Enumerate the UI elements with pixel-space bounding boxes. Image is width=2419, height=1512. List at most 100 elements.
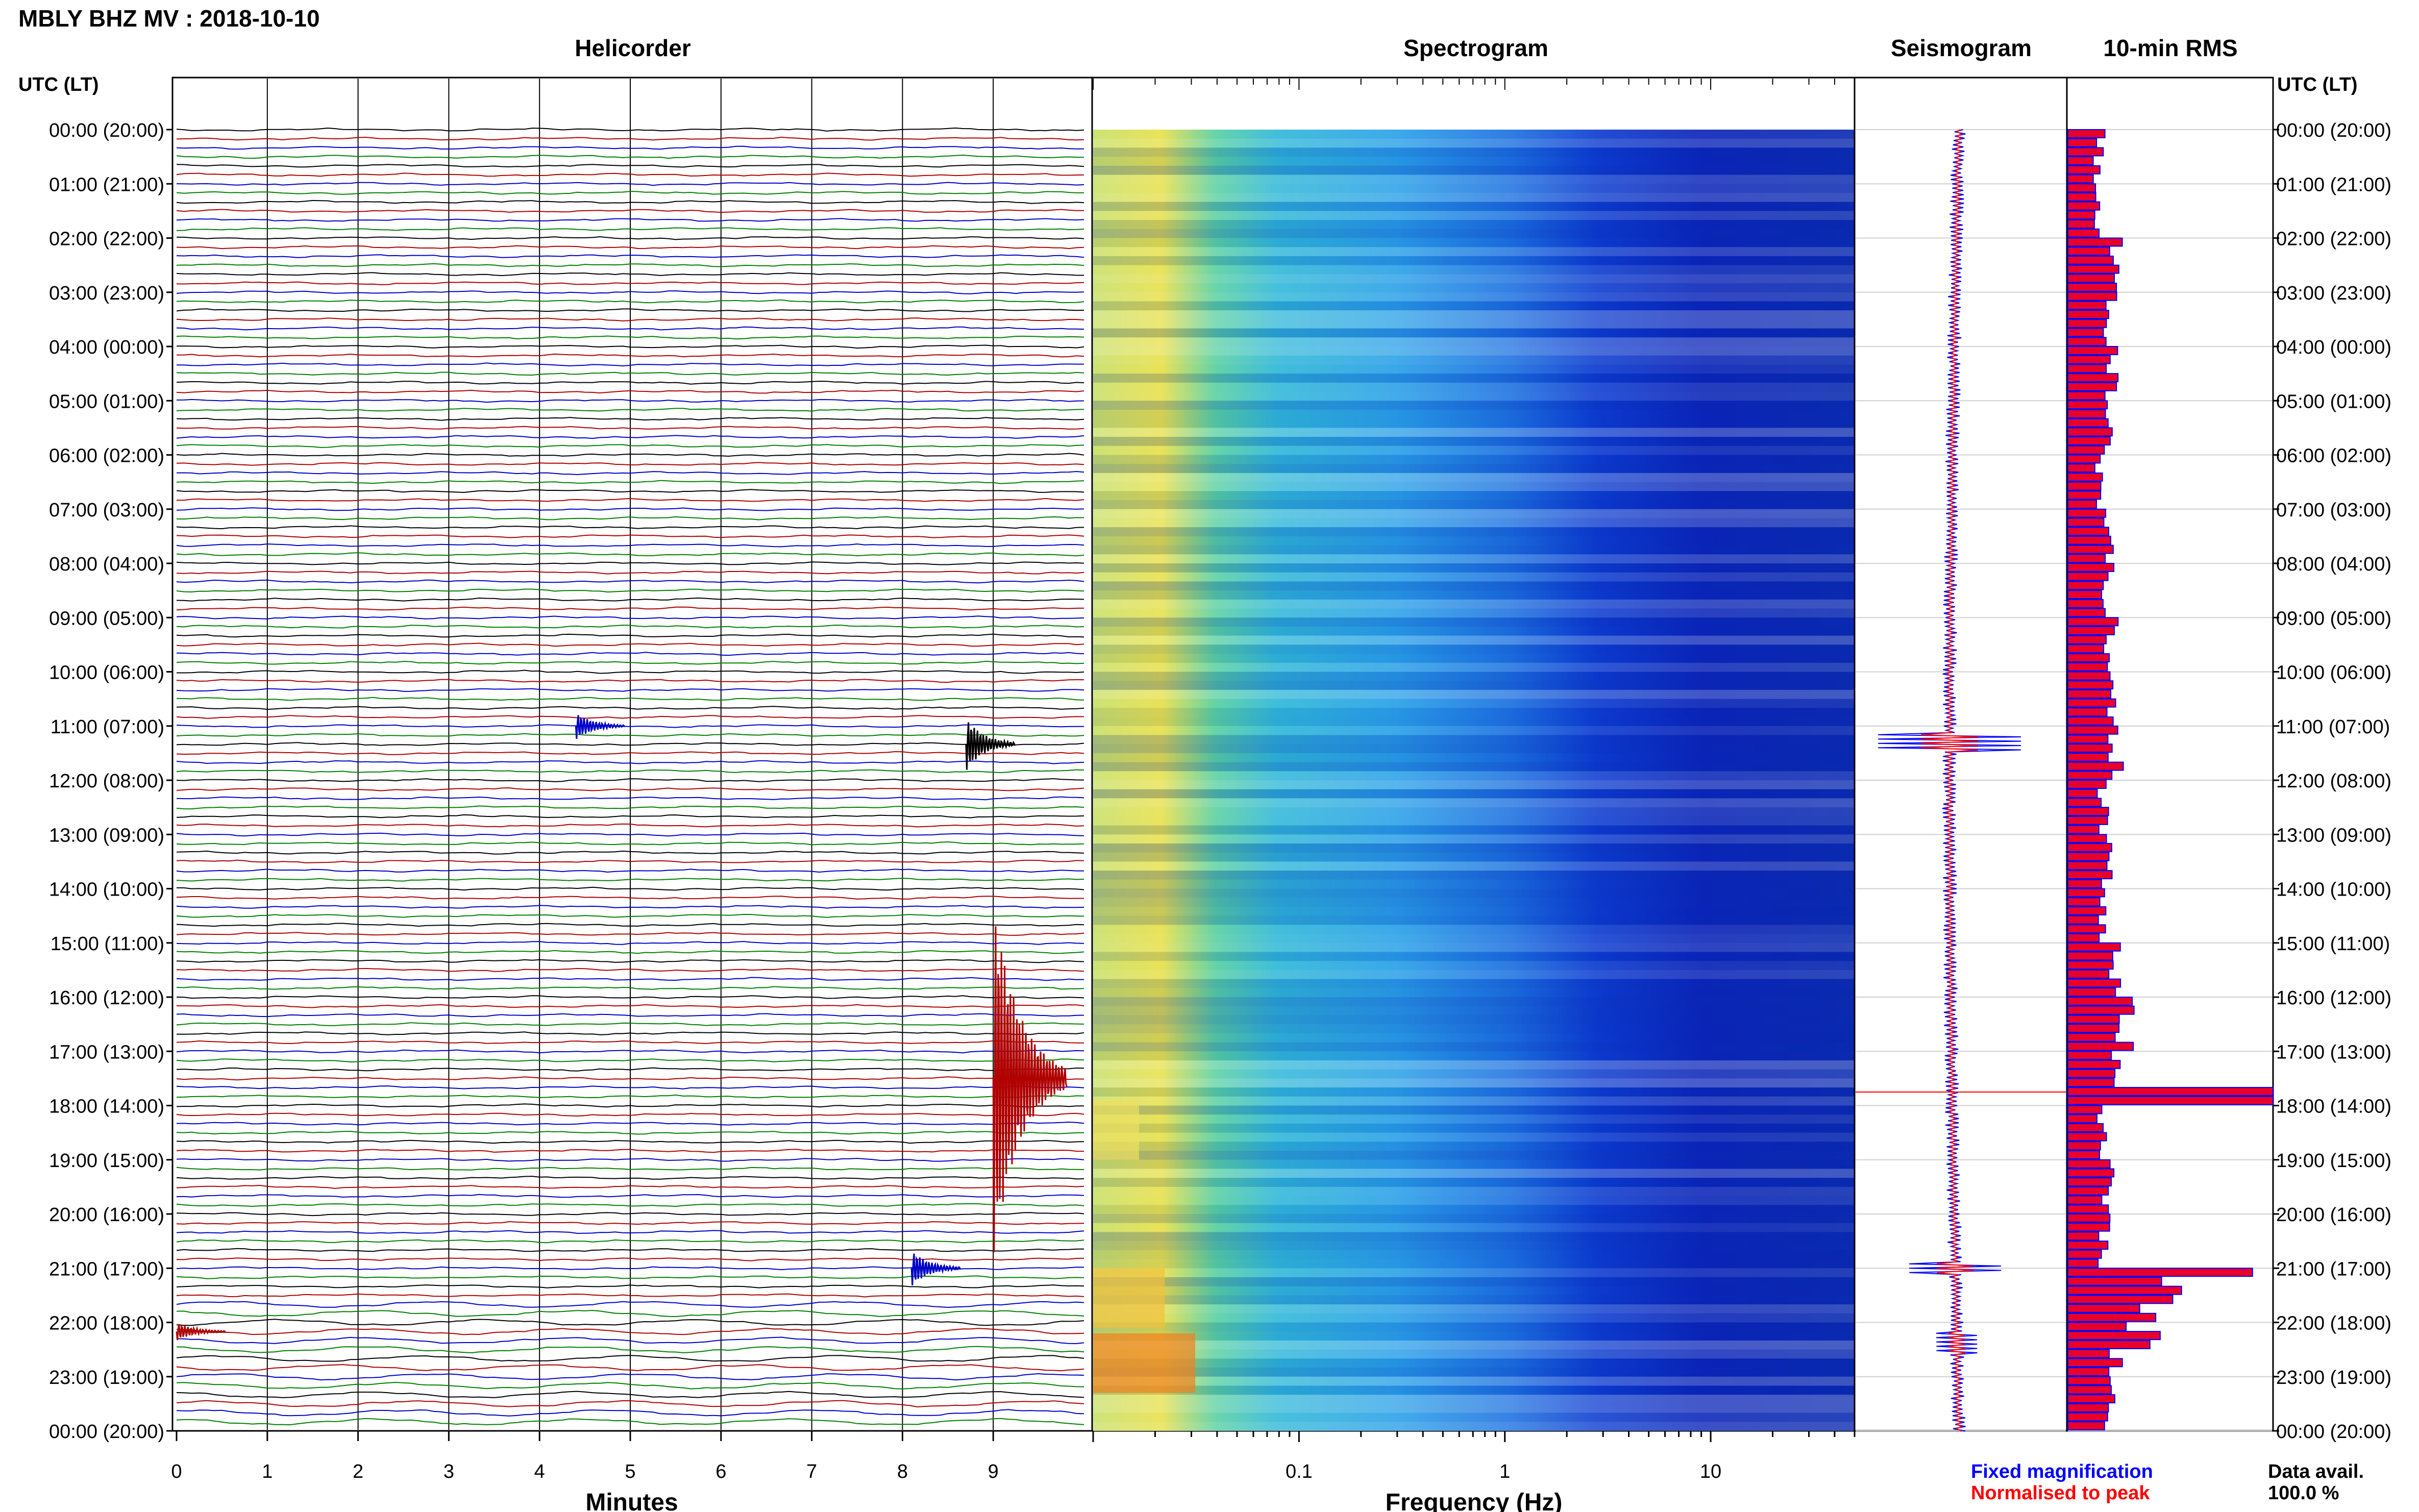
helicorder-trace-row <box>176 597 1084 602</box>
rms-bar <box>2067 707 2108 717</box>
hour-label-left: 03:00 (23:00) <box>49 283 164 304</box>
rms-bar <box>2067 454 2101 464</box>
hour-label-left: 08:00 (04:00) <box>49 554 164 575</box>
rms-bar <box>2067 924 2106 934</box>
helicorder-trace-row <box>176 1022 1084 1026</box>
spectrogram-band <box>1093 861 1855 871</box>
helicorder-trace-row <box>176 697 1084 701</box>
rms-bar <box>2067 500 2097 509</box>
spectrogram-band <box>1093 581 1855 591</box>
data-availability-value: 100.0 % <box>2268 1482 2339 1504</box>
helicorder-trace-row <box>176 317 1084 321</box>
seismogram-frame <box>1854 77 2068 1432</box>
rms-bar <box>2067 572 2109 581</box>
rms-bar <box>2067 842 2112 852</box>
rms-bar <box>2067 870 2113 880</box>
rms-bar <box>2067 761 2124 771</box>
rms-bar <box>2067 535 2111 545</box>
helicorder-trace-row <box>176 308 1084 312</box>
rms-bars <box>2067 129 2274 1431</box>
helicorder-trace-row <box>176 1221 1084 1225</box>
rms-bar <box>2067 825 2100 834</box>
spectrogram-frequency-ticks <box>1093 79 1855 90</box>
spectrogram-band <box>1093 590 1855 600</box>
spectrogram-band <box>1093 898 1855 907</box>
spectrogram-band <box>1093 1340 1855 1350</box>
helicorder-trace-row <box>176 218 1084 222</box>
helicorder-trace-row <box>176 633 1084 638</box>
hour-label-right: 01:00 (21:00) <box>2276 174 2391 195</box>
rms-bar <box>2067 1249 2102 1259</box>
rms-bar <box>2067 1141 2101 1151</box>
spectrogram-band <box>1093 1178 1855 1187</box>
minute-tick-label: 4 <box>534 1461 545 1482</box>
spectrogram-band <box>1093 247 1855 256</box>
helicorder-trace-row <box>176 1157 1084 1162</box>
spectrogram-band <box>1093 572 1855 582</box>
spectrogram-band <box>1093 1205 1855 1214</box>
helicorder-trace-row <box>176 923 1084 927</box>
rms-bar <box>2067 400 2108 410</box>
helicorder-trace-row <box>176 1031 1084 1035</box>
spectrogram-band <box>1093 1159 1855 1169</box>
rms-bar <box>2067 771 2113 780</box>
rms-bar <box>2067 906 2107 915</box>
helicorder-trace-row <box>176 272 1084 277</box>
rms-bar <box>2067 337 2107 346</box>
rms-bar <box>2067 527 2109 536</box>
spectrogram-band <box>1093 500 1855 509</box>
hour-label-right: 05:00 (01:00) <box>2276 391 2391 412</box>
helicorder-trace-row <box>176 805 1084 810</box>
rms-bar <box>2067 1114 2097 1124</box>
rms-bar <box>2067 653 2110 663</box>
spectrogram-band <box>1093 391 1855 401</box>
rms-bar <box>2067 662 2108 672</box>
spectrogram-band <box>1093 1412 1855 1422</box>
rms-bar <box>2067 255 2114 265</box>
spectrogram-band <box>1093 445 1855 455</box>
helicorder-trace-row <box>177 498 1084 502</box>
rms-bar <box>2067 987 2116 997</box>
spectrogram-band <box>1093 554 1855 563</box>
hour-label-left: 10:00 (06:00) <box>49 662 164 684</box>
helicorder-x-label: Minutes <box>585 1489 678 1512</box>
spectrogram-band <box>1093 1358 1855 1368</box>
hour-label-left: 14:00 (10:00) <box>49 879 164 901</box>
hour-label-right: 15:00 (11:00) <box>2276 933 2390 955</box>
helicorder-trace-row <box>176 642 1084 647</box>
helicorder-trace-row <box>176 624 1084 629</box>
rms-bar <box>2067 852 2110 861</box>
helicorder-trace-row <box>176 136 1084 141</box>
helicorder-trace-row <box>176 606 1084 611</box>
helicorder-trace-row <box>176 335 1084 340</box>
rms-bar <box>2067 960 2114 970</box>
rms-bar <box>2067 997 2133 1006</box>
spectrogram-band <box>1093 374 1855 383</box>
rms-bar <box>2067 1295 2174 1304</box>
frequency-tick-label: 0.1 <box>1286 1461 1313 1482</box>
rms-bar <box>2067 1268 2253 1277</box>
rms-bar <box>2067 1213 2111 1223</box>
right-time-header: UTC (LT) <box>2277 74 2358 95</box>
spectrogram-band <box>1093 906 1855 916</box>
rms-bar <box>2067 1304 2140 1313</box>
helicorder-trace-row <box>176 778 1084 782</box>
rms-bar <box>2067 978 2121 988</box>
rms-bar <box>2067 264 2119 274</box>
hour-label-left: 02:00 (22:00) <box>49 229 164 250</box>
helicorder-trace-row <box>176 1103 1084 1108</box>
helicorder-trace-row <box>176 886 1084 891</box>
helicorder-trace-row <box>176 986 1084 990</box>
hour-label-left: 17:00 (13:00) <box>49 1042 164 1063</box>
helicorder-trace-row <box>176 706 1084 710</box>
rms-bar <box>2067 310 2109 319</box>
helicorder-panel <box>171 77 1093 1432</box>
spectrogram-band <box>1093 888 1855 898</box>
rms-bar <box>2067 1421 2105 1431</box>
spectrogram-band <box>1093 175 1855 184</box>
helicorder-trace-row <box>176 172 1084 177</box>
frequency-tick-label: 10 <box>1700 1461 1721 1482</box>
rms-bar <box>2067 1412 2108 1422</box>
hour-label-left: 15:00 (11:00) <box>51 933 164 955</box>
hour-label-right: 03:00 (23:00) <box>2276 283 2391 304</box>
